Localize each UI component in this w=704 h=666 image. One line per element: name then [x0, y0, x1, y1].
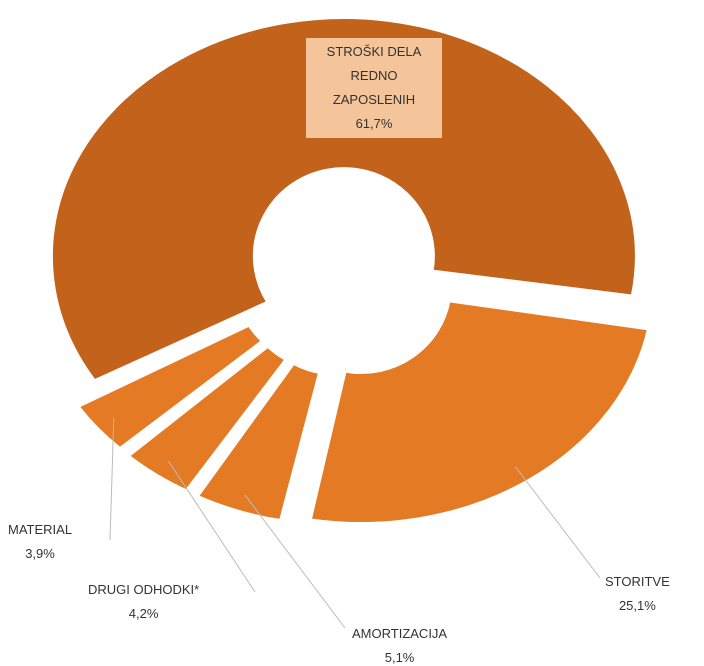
donut-segment	[77, 324, 264, 450]
value-label: 4,2%	[128, 606, 159, 621]
donut-segment	[127, 345, 287, 492]
donut-segment	[50, 17, 637, 382]
category-label: STROŠKI DELA REDNO ZAPOSLENIH	[326, 44, 422, 107]
leader-line	[515, 466, 601, 579]
value-label: 5,1%	[384, 650, 415, 665]
leader-line	[168, 460, 256, 593]
donut-segment	[196, 362, 321, 522]
donut-segment	[309, 300, 650, 524]
segment-label: DRUGI ODHODKI* 4,2%	[88, 578, 199, 626]
category-label: MATERIAL	[8, 522, 73, 537]
value-label: 61,7%	[355, 116, 393, 131]
category-label: DRUGI ODHODKI*	[88, 582, 200, 597]
segment-label: AMORTIZACIJA 5,1%	[352, 622, 447, 666]
value-label: 25,1%	[618, 598, 656, 613]
segment-label: STORITVE 25,1%	[605, 570, 670, 618]
segment-label: STROŠKI DELA REDNO ZAPOSLENIH 61,7%	[306, 38, 442, 138]
leader-line	[244, 494, 346, 629]
category-label: STORITVE	[605, 574, 670, 589]
leader-line	[109, 417, 115, 541]
segment-label: MATERIAL 3,9%	[8, 518, 72, 566]
category-label: AMORTIZACIJA	[352, 626, 448, 641]
value-label: 3,9%	[25, 546, 55, 561]
